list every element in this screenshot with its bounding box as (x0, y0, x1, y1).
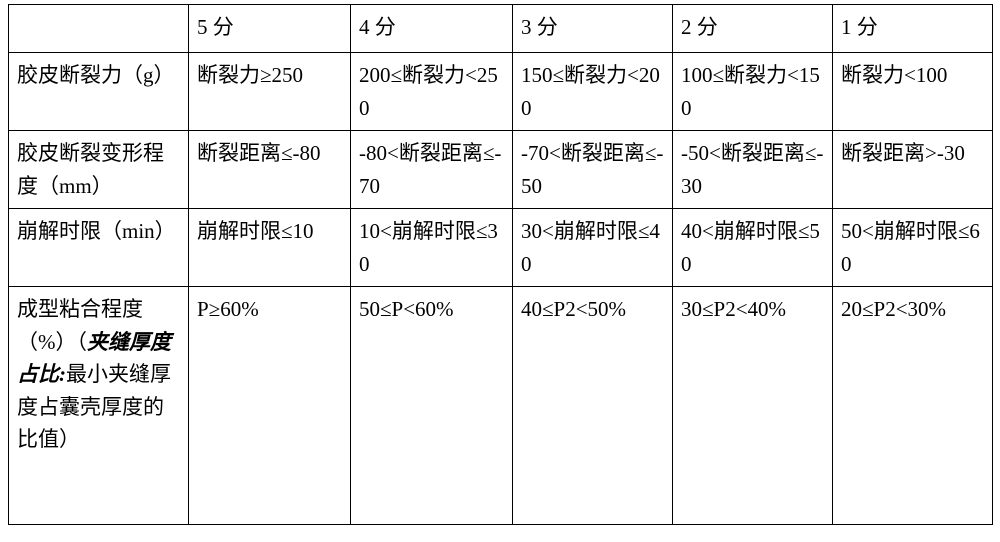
header-score-1: 1 分 (833, 5, 993, 53)
table-row: 胶皮断裂力（g） 断裂力≥250 200≤断裂力<250 150≤断裂力<200… (9, 53, 993, 131)
cell-adhesion-4: 50≤P<60% (351, 287, 513, 525)
table-row: 成型粘合程度（%）（夹缝厚度占比:最小夹缝厚度占囊壳厚度的比值） P≥60% 5… (9, 287, 993, 525)
cell-deformation-1: 断裂距离>-30 (833, 131, 993, 209)
scoring-table-container: 5 分 4 分 3 分 2 分 1 分 胶皮断裂力（g） 断裂力≥250 200… (0, 4, 1000, 542)
cell-break-force-1: 断裂力<100 (833, 53, 993, 131)
cell-break-force-5: 断裂力≥250 (189, 53, 351, 131)
header-score-5: 5 分 (189, 5, 351, 53)
row-label-deformation: 胶皮断裂变形程度（mm） (9, 131, 189, 209)
cell-deformation-4: -80<断裂距离≤-70 (351, 131, 513, 209)
scoring-table: 5 分 4 分 3 分 2 分 1 分 胶皮断裂力（g） 断裂力≥250 200… (8, 4, 993, 525)
cell-disintegration-1: 50<崩解时限≤60 (833, 209, 993, 287)
row-label-disintegration: 崩解时限（min） (9, 209, 189, 287)
cell-break-force-3: 150≤断裂力<200 (513, 53, 673, 131)
cell-adhesion-1: 20≤P2<30% (833, 287, 993, 525)
cell-deformation-2: -50<断裂距离≤-30 (673, 131, 833, 209)
cell-adhesion-3: 40≤P2<50% (513, 287, 673, 525)
cell-disintegration-4: 10<崩解时限≤30 (351, 209, 513, 287)
cell-deformation-5: 断裂距离≤-80 (189, 131, 351, 209)
cell-disintegration-3: 30<崩解时限≤40 (513, 209, 673, 287)
header-empty (9, 5, 189, 53)
row-label-break-force: 胶皮断裂力（g） (9, 53, 189, 131)
table-row: 胶皮断裂变形程度（mm） 断裂距离≤-80 -80<断裂距离≤-70 -70<断… (9, 131, 993, 209)
cell-adhesion-2: 30≤P2<40% (673, 287, 833, 525)
row-label-adhesion: 成型粘合程度（%）（夹缝厚度占比:最小夹缝厚度占囊壳厚度的比值） (9, 287, 189, 525)
table-header-row: 5 分 4 分 3 分 2 分 1 分 (9, 5, 993, 53)
cell-break-force-2: 100≤断裂力<150 (673, 53, 833, 131)
header-score-2: 2 分 (673, 5, 833, 53)
cell-break-force-4: 200≤断裂力<250 (351, 53, 513, 131)
header-score-3: 3 分 (513, 5, 673, 53)
cell-deformation-3: -70<断裂距离≤-50 (513, 131, 673, 209)
cell-disintegration-2: 40<崩解时限≤50 (673, 209, 833, 287)
header-score-4: 4 分 (351, 5, 513, 53)
cell-disintegration-5: 崩解时限≤10 (189, 209, 351, 287)
cell-adhesion-5: P≥60% (189, 287, 351, 525)
table-row: 崩解时限（min） 崩解时限≤10 10<崩解时限≤30 30<崩解时限≤40 … (9, 209, 993, 287)
